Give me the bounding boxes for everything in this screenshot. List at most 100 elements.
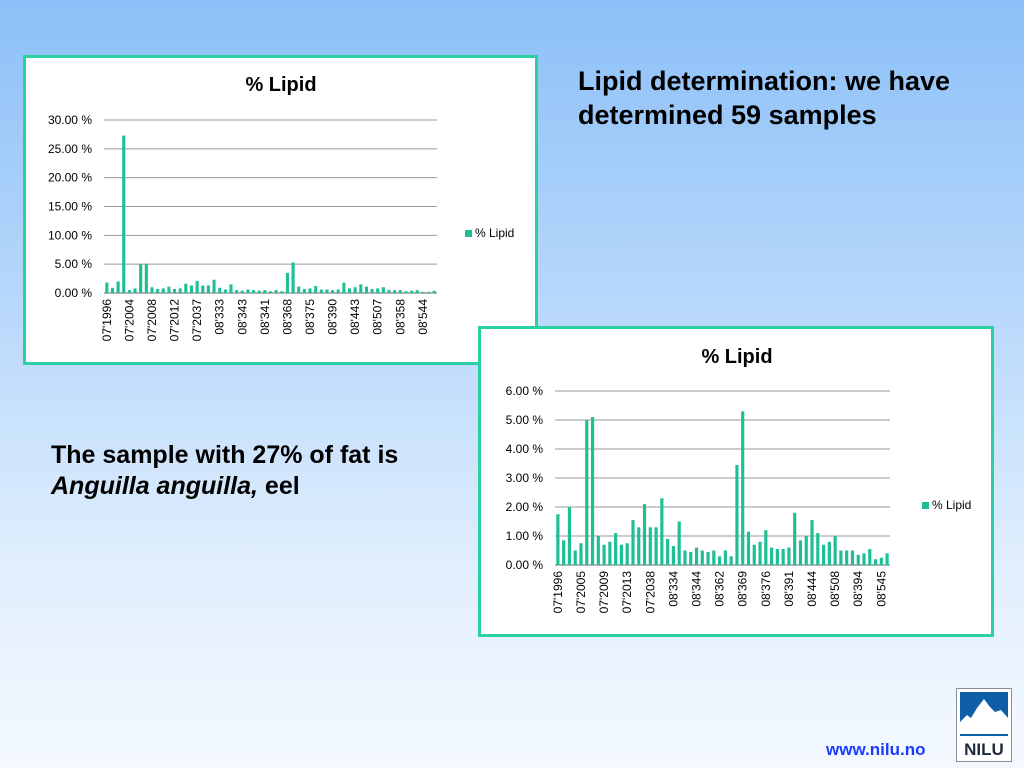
bar <box>110 287 115 293</box>
note-suffix: eel <box>257 472 300 500</box>
bar <box>257 290 261 293</box>
x-tick-label: 08'443 <box>348 299 362 335</box>
x-tick-label: 08'391 <box>782 571 796 607</box>
bar <box>845 550 849 565</box>
bar <box>325 289 329 293</box>
lipid-chart-full-svg: % Lipid 0.00 % 5.00 % 10.00 % 15.00 % 20.00 %… <box>48 74 514 342</box>
x-tick-label: 08'508 <box>828 571 842 607</box>
bar <box>614 533 618 565</box>
x-tick-label: 08'362 <box>713 571 727 607</box>
x-tick-label: 08'507 <box>371 299 385 335</box>
bar <box>139 264 143 293</box>
eel-sample-note: The sample with 27% of fat is Anguilla a… <box>51 440 431 502</box>
y-tick-label: 20.00 % <box>48 171 92 185</box>
legend-swatch <box>922 502 929 509</box>
logo-text: NILU <box>964 740 1004 759</box>
bar <box>793 512 797 565</box>
bar <box>694 547 699 565</box>
website-link[interactable]: www.nilu.no <box>826 740 926 759</box>
bar <box>246 289 250 293</box>
bar <box>833 536 837 565</box>
bar <box>240 290 244 293</box>
bar <box>116 281 120 293</box>
bar <box>331 290 335 293</box>
bar <box>319 289 323 293</box>
bar <box>637 527 641 565</box>
bar <box>839 550 843 565</box>
lipid-chart-zoomed: % Lipid 0.00 % 1.00 % 2.00 % 3.00 % 4.00 % 5.0… <box>478 326 994 637</box>
chart-title: % Lipid <box>245 74 316 96</box>
bar <box>393 290 397 293</box>
bar <box>821 544 826 565</box>
bar <box>150 287 154 293</box>
x-tick-label: 07'2038 <box>643 571 657 614</box>
bar <box>229 284 233 293</box>
bar <box>631 520 635 565</box>
bar <box>426 291 431 293</box>
bar <box>642 504 647 565</box>
x-tick-label: 07'2009 <box>597 571 611 614</box>
bar <box>712 550 716 565</box>
slide-heading: Lipid determination: we have determined … <box>578 66 951 130</box>
nilu-logo-mark: NILU <box>960 692 1008 759</box>
x-tick-label: 07'2008 <box>145 299 159 342</box>
bar <box>364 286 369 293</box>
bar <box>359 284 363 293</box>
bar <box>850 550 855 565</box>
bar <box>172 288 177 293</box>
bar <box>144 263 148 293</box>
x-tick-label: 08'390 <box>326 299 340 335</box>
bar <box>816 533 820 565</box>
bar <box>770 547 774 565</box>
y-tick-label: 0.00 % <box>506 558 544 572</box>
bar <box>370 288 374 293</box>
bar <box>683 550 687 565</box>
x-tick-label: 08'369 <box>736 571 750 607</box>
bar <box>421 291 425 293</box>
bar <box>804 536 808 565</box>
bar <box>195 280 199 293</box>
bar <box>201 285 205 293</box>
bar <box>161 288 165 293</box>
bar <box>764 530 768 565</box>
bar <box>263 290 267 293</box>
x-tick-label: 08'375 <box>303 299 317 335</box>
x-tick-label: 08'344 <box>690 571 704 607</box>
bar <box>654 527 658 565</box>
bar <box>184 283 188 293</box>
x-tick-label: 08'343 <box>235 299 249 335</box>
bar <box>781 549 785 565</box>
bar <box>596 536 600 565</box>
note-species: Anguilla anguilla, <box>51 472 258 500</box>
bar <box>336 289 340 293</box>
bar <box>827 541 831 565</box>
bar <box>308 288 312 293</box>
bar <box>347 288 352 293</box>
bar <box>376 288 380 293</box>
bar <box>741 411 745 565</box>
x-tick-label: 08'368 <box>280 299 294 335</box>
y-tick-label: 10.00 % <box>48 228 92 242</box>
bar <box>387 290 391 293</box>
bar <box>602 544 606 565</box>
legend-label: % Lipid <box>932 498 971 512</box>
bar <box>297 286 301 293</box>
x-tick-label: 08'333 <box>213 299 227 335</box>
bar <box>810 520 814 565</box>
y-tick-label: 5.00 % <box>55 257 93 271</box>
lipid-chart-full: % Lipid 0.00 % 5.00 % 10.00 % 15.00 % 20.00 %… <box>23 55 538 365</box>
bar <box>752 544 756 565</box>
y-tick-label: 25.00 % <box>48 142 92 156</box>
x-tick-label: 08'544 <box>416 299 430 335</box>
bar <box>235 290 239 293</box>
x-tick-label: 07'2005 <box>574 571 588 614</box>
bar <box>410 290 414 293</box>
note-prefix: The sample with 27% of fat is <box>51 441 399 469</box>
bar <box>223 289 227 293</box>
bar <box>648 527 652 565</box>
bar <box>689 551 693 565</box>
x-tick-label: 07'2012 <box>168 299 182 342</box>
y-tick-label: 6.00 % <box>506 384 544 398</box>
x-tick-label: 08'341 <box>258 299 272 335</box>
legend-label: % Lipid <box>475 226 514 240</box>
